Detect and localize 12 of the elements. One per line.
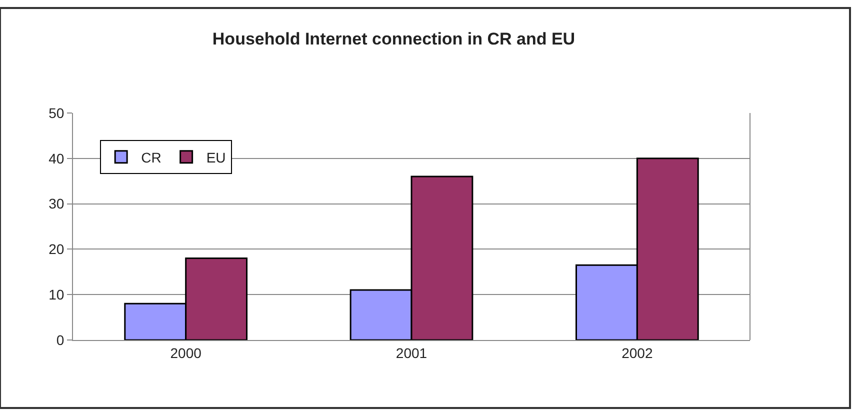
chart-title: Household Internet connection in CR and EU [212,30,576,49]
x-tick-label: 2001 [396,344,428,361]
y-tick-label: 30 [48,196,64,212]
y-tick-label: 40 [48,150,64,166]
y-tick-label: 10 [48,286,64,302]
x-tick-label: 2002 [622,344,653,361]
legend-label: CR [141,149,162,166]
y-tick-label: 0 [56,332,64,348]
x-tick-label: 2000 [170,344,202,361]
y-tick-label: 50 [48,104,64,121]
y-tick-label: 20 [48,241,64,258]
legend-label: EU [206,149,226,166]
